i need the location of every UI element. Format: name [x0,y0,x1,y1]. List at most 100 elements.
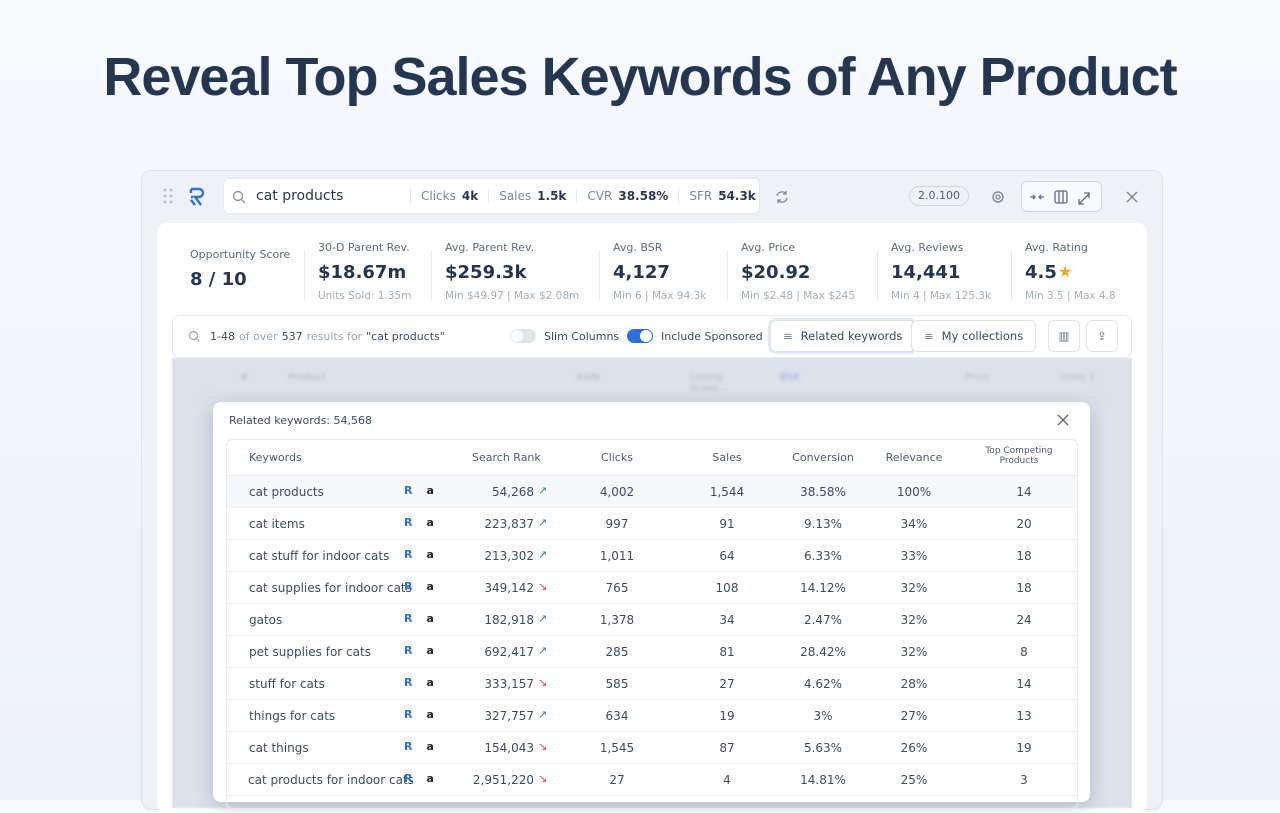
metric-value: 4,127 [613,262,670,283]
cell: 20 [1016,517,1032,531]
metric-separator [431,250,432,300]
settings-icon[interactable] [990,189,1006,205]
cell: 14 [1016,485,1032,499]
cell: 81 [719,645,735,659]
cell: 213,302 [484,549,534,563]
cell: cat stuff for indoor cats [249,549,390,563]
row [227,476,1077,508]
cell: 24 [1016,613,1032,627]
metric-label: Avg. Price [741,241,796,254]
refresh-icon[interactable] [774,189,790,205]
row [227,636,1077,668]
cell: 91 [719,517,735,531]
cell: 997 [605,517,629,531]
button-label: Related keywords [800,329,903,343]
cell: 3% [813,709,833,723]
logo [163,187,205,206]
metric-sub: Min 4 | Max 125.3k [891,290,992,302]
metric-separator [1011,250,1012,300]
row [227,668,1077,700]
close-icon[interactable] [1125,190,1139,204]
stat-label: CVR [587,189,613,203]
cell: 32% [900,581,928,595]
toggle-label: Include Sponsored [661,330,763,343]
cell: 26% [900,741,928,755]
cell: 154,043 [484,741,534,755]
row [227,764,1077,796]
search-stats: Clicks 4k Sales 1.5k CVR 38.58% SFR 54.3k [410,189,766,203]
cell: gatos [249,613,283,627]
cell: 14.12% [800,581,846,595]
columns-button[interactable]: ▥ [1048,320,1080,352]
stat-value: 38.58% [618,189,669,203]
cell: 333,157 [484,677,534,691]
metric-label: Opportunity Score [190,248,291,261]
cell: cat products for indoor cats [248,773,414,787]
version-badge: 2.0.100 [909,186,969,206]
search-bar[interactable] [223,178,760,214]
stat: Sales 1.5k [488,189,576,203]
background-column: ASIN [576,372,600,383]
cell: 19 [1016,741,1032,755]
metric-sub: Min $49.97 | Max $2.08m [445,290,580,302]
row [227,540,1077,572]
summary-part: 1-48 [210,330,235,343]
cell: 1,545 [599,741,635,755]
metric-value: $20.92 [741,262,811,283]
trend-arrow: ↗ [538,516,548,529]
cell: 3 [1020,773,1028,787]
trend-arrow: ↘ [538,740,548,753]
stat-label: Sales [499,189,532,203]
related-keywords-button[interactable]: ≡ Related keywords [770,320,916,352]
cell: 13 [1016,709,1032,723]
panel-close[interactable] [1057,414,1069,426]
cell: 349,142 [484,581,534,595]
collections-button[interactable]: ≡ My collections [911,320,1037,352]
trend-arrow: ↗ [538,708,548,721]
summary-part: of over [238,330,278,343]
summary-part: results for [306,330,363,343]
cell: 585 [605,677,629,691]
button-label: My collections [941,329,1024,343]
sponsored-toggle[interactable] [627,329,653,343]
metric-value: $259.3k [445,262,527,283]
row [227,572,1077,604]
cell: 14 [1016,677,1032,691]
cell: 1,378 [599,613,635,627]
background-column: # [240,372,249,383]
cell: stuff for cats [249,677,325,691]
metric-value: 4.5 [1025,262,1057,283]
trend-arrow: ↗ [538,484,548,497]
cell: 634 [605,709,629,723]
cell: 28.42% [800,645,846,659]
metric-sub: Min 6 | Max 94.3k [613,290,707,302]
cell: 4,002 [599,485,635,499]
metric-separator [599,250,600,300]
cell: 27% [900,709,928,723]
view-icons [1030,190,1090,205]
column-header: Sales [712,451,742,464]
cell: 14.81% [800,773,846,787]
panel-title: Related keywords: 54,568 [229,414,372,427]
cell: 4.62% [803,677,843,691]
export-button[interactable]: ⇪ [1086,320,1118,352]
stat-value: 1.5k [537,189,567,203]
cell: 9.13% [803,517,843,531]
cell: 18 [1016,549,1032,563]
cell: 54,268 [492,485,534,499]
cell: 32% [900,613,928,627]
cell: 8 [1020,645,1028,659]
background-column: Price [965,372,990,383]
slim-toggle[interactable] [510,329,536,343]
row [227,604,1077,636]
cell: 25% [900,773,928,787]
background-column: Product [288,372,326,383]
cell: cat products [249,485,324,499]
metric-separator [304,250,305,300]
